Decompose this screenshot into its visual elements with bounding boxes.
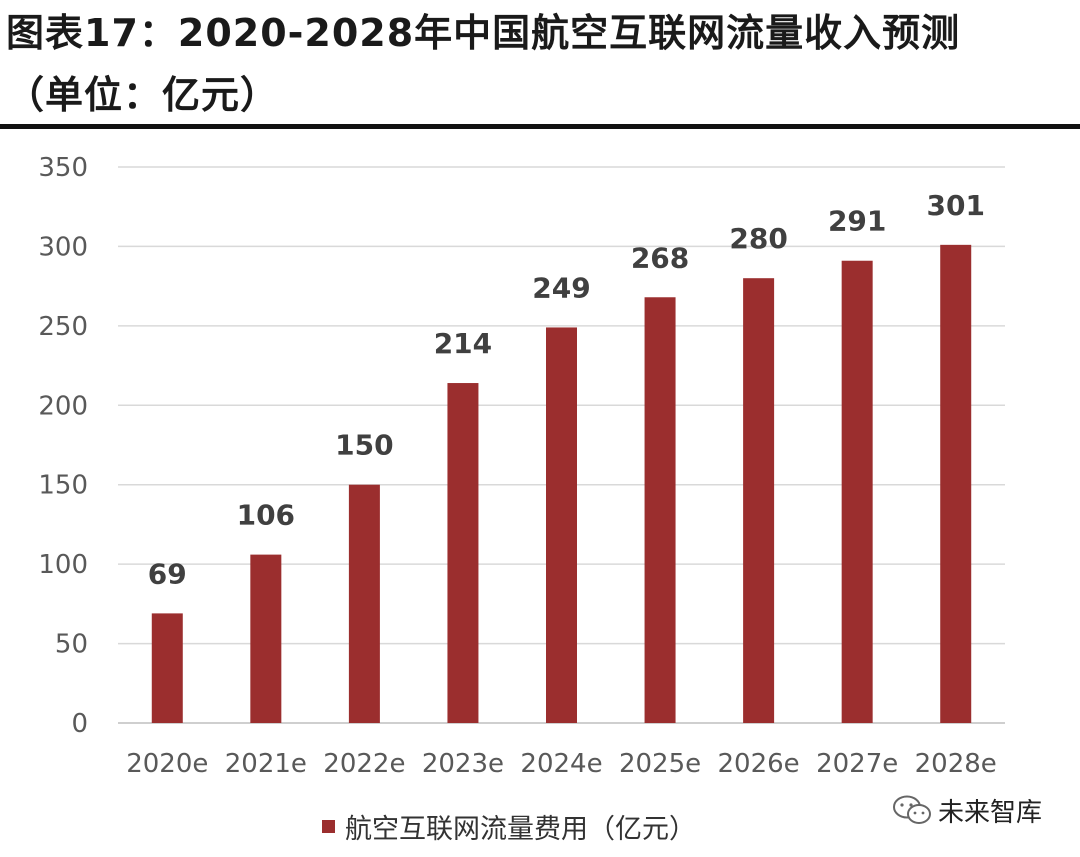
y-tick-label: 150: [38, 471, 88, 501]
legend-label: 航空互联网流量费用（亿元）: [345, 813, 696, 845]
y-tick-label: 300: [38, 232, 88, 262]
chart-title: 图表17：2020-2028年中国航空互联网流量收入预测 （单位：亿元）: [6, 2, 1076, 126]
data-label: 214: [434, 327, 492, 360]
x-tick-label: 2024e: [520, 749, 602, 779]
y-tick-label: 0: [71, 709, 88, 739]
data-label: 249: [532, 271, 590, 304]
title-line-1: 图表17：2020-2028年中国航空互联网流量收入预测: [6, 11, 961, 55]
bar: [644, 297, 676, 723]
wechat-icon: [893, 795, 931, 824]
data-label: 69: [148, 557, 187, 590]
x-tick-label: 2028e: [915, 749, 997, 779]
data-label: 291: [828, 205, 886, 238]
legend: 航空互联网流量费用（亿元）: [322, 806, 696, 846]
x-tick-label: 2021e: [225, 749, 307, 779]
x-tick-label: 2020e: [126, 749, 208, 779]
bar: [250, 554, 282, 723]
y-tick-label: 50: [55, 630, 88, 660]
x-tick-label: 2027e: [816, 749, 898, 779]
bar: [743, 278, 775, 723]
bar: [151, 613, 183, 723]
bar: [940, 244, 972, 723]
x-tick-label: 2025e: [619, 749, 701, 779]
title-divider: [0, 124, 1080, 129]
bar: [348, 484, 380, 723]
data-label: 301: [926, 189, 984, 222]
x-tick-label: 2023e: [422, 749, 504, 779]
title-line-2: （单位：亿元）: [6, 73, 280, 117]
y-tick-label: 350: [38, 153, 88, 183]
y-tick-label: 100: [38, 550, 88, 580]
data-label: 106: [237, 499, 295, 532]
watermark: 未来智库: [892, 790, 1042, 830]
legend-swatch: [322, 819, 335, 833]
bar: [841, 260, 873, 723]
bar: [447, 383, 479, 723]
y-tick-label: 200: [38, 391, 88, 421]
x-tick-label: 2022e: [323, 749, 405, 779]
x-tick-label: 2026e: [718, 749, 800, 779]
data-label: 150: [335, 429, 393, 462]
bar: [546, 327, 577, 723]
y-tick-label: 250: [38, 312, 88, 342]
data-label: 280: [729, 222, 787, 255]
data-label: 268: [631, 241, 689, 274]
watermark-text: 未来智库: [938, 797, 1043, 828]
